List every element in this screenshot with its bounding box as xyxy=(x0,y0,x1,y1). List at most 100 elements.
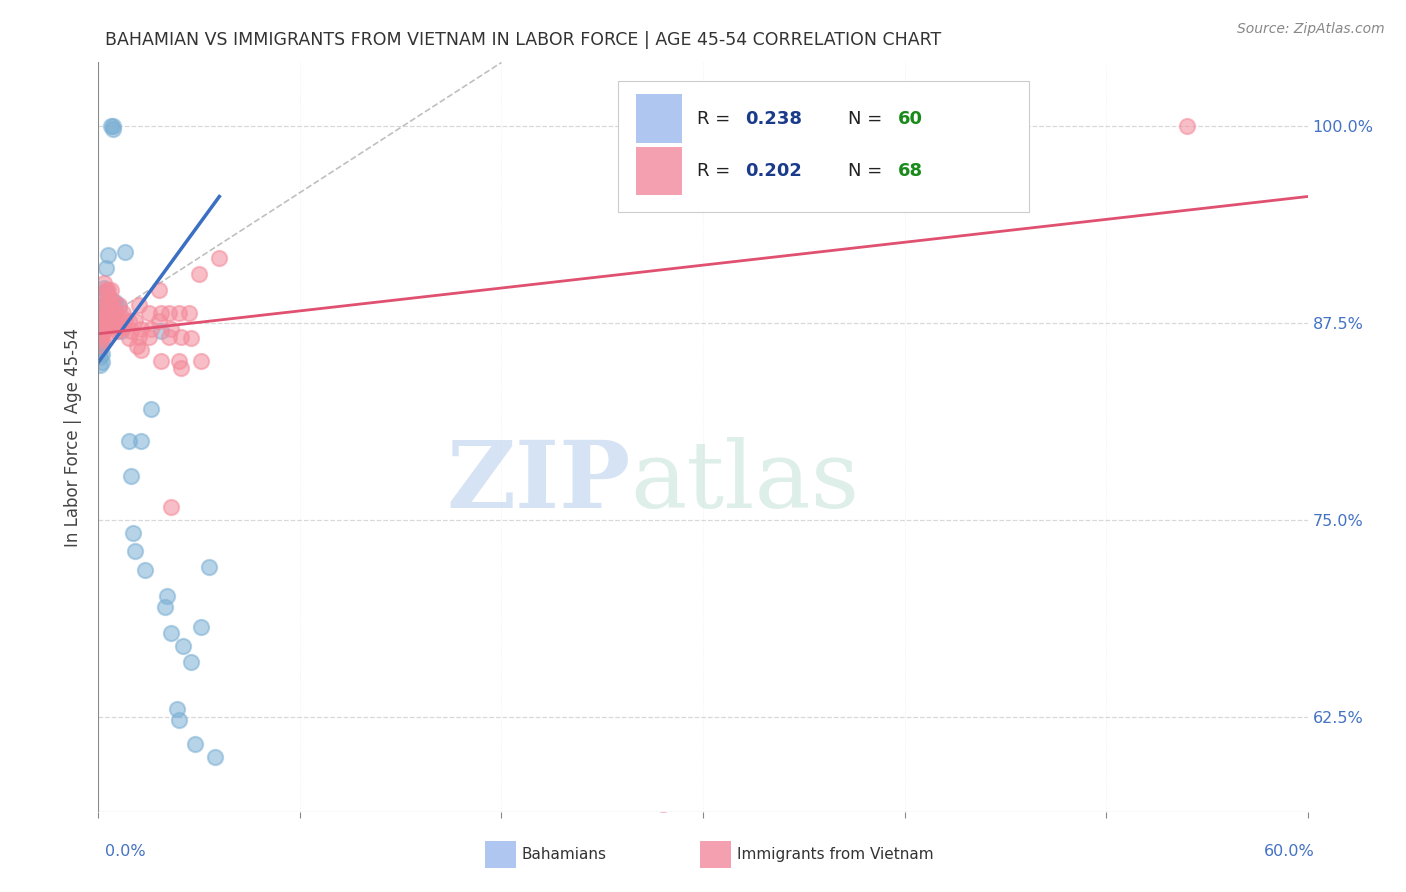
Point xyxy=(93,287,115,301)
Point xyxy=(170,330,193,344)
Point xyxy=(167,713,190,727)
Bar xyxy=(637,95,682,143)
Point xyxy=(111,320,134,334)
Point xyxy=(91,312,114,326)
Point xyxy=(184,737,207,751)
Point xyxy=(170,361,193,376)
Point xyxy=(107,300,129,314)
Point xyxy=(149,324,172,338)
Point xyxy=(134,563,156,577)
Point xyxy=(93,289,115,303)
Point xyxy=(93,324,115,338)
Point xyxy=(114,314,136,328)
Point xyxy=(93,300,115,314)
Point xyxy=(87,331,110,345)
Point xyxy=(148,283,170,297)
Point xyxy=(89,339,111,353)
Point xyxy=(89,338,111,352)
Text: 0.202: 0.202 xyxy=(745,162,803,180)
Point xyxy=(96,260,118,275)
Point xyxy=(89,343,111,357)
Point xyxy=(153,599,176,614)
Point xyxy=(96,316,118,330)
Point xyxy=(129,434,152,448)
Point xyxy=(91,316,114,330)
Point xyxy=(105,314,128,328)
Text: 0.238: 0.238 xyxy=(745,110,803,128)
Point xyxy=(91,338,114,352)
Point xyxy=(103,320,125,334)
Text: N =: N = xyxy=(848,162,889,180)
Y-axis label: In Labor Force | Age 45-54: In Labor Force | Age 45-54 xyxy=(65,327,83,547)
Point xyxy=(139,322,162,336)
Point xyxy=(190,620,212,634)
Text: Immigrants from Vietnam: Immigrants from Vietnam xyxy=(737,847,934,862)
Point xyxy=(198,560,221,574)
Point xyxy=(97,283,120,297)
Point xyxy=(148,314,170,328)
Point xyxy=(93,308,115,322)
Point xyxy=(101,295,124,310)
Point xyxy=(110,320,132,334)
Text: 0.0%: 0.0% xyxy=(105,845,146,859)
Point xyxy=(188,267,211,281)
Point xyxy=(172,639,194,653)
Point xyxy=(87,316,110,330)
Point xyxy=(129,322,152,336)
Point xyxy=(125,339,148,353)
Point xyxy=(124,314,146,328)
Point xyxy=(111,306,134,320)
Point xyxy=(138,306,160,320)
Point xyxy=(118,331,141,345)
Point xyxy=(89,304,111,318)
Point xyxy=(179,306,201,320)
Point xyxy=(149,306,172,320)
Point xyxy=(1175,119,1198,133)
Point xyxy=(128,298,150,312)
Text: R =: R = xyxy=(697,110,735,128)
Point xyxy=(124,544,146,558)
Point xyxy=(105,324,128,338)
Point xyxy=(157,306,180,320)
Point xyxy=(121,525,143,540)
Point xyxy=(167,353,190,368)
Point xyxy=(87,314,110,328)
Point xyxy=(100,292,122,306)
Text: BAHAMIAN VS IMMIGRANTS FROM VIETNAM IN LABOR FORCE | AGE 45-54 CORRELATION CHART: BAHAMIAN VS IMMIGRANTS FROM VIETNAM IN L… xyxy=(105,31,942,49)
Point xyxy=(96,320,118,334)
Point xyxy=(97,248,120,262)
Point xyxy=(101,119,124,133)
Text: Source: ZipAtlas.com: Source: ZipAtlas.com xyxy=(1237,22,1385,37)
Point xyxy=(149,353,172,368)
Point xyxy=(97,310,120,325)
Point xyxy=(208,251,231,265)
Point xyxy=(96,283,118,297)
Bar xyxy=(637,147,682,195)
Point xyxy=(87,310,110,325)
Point xyxy=(87,308,110,322)
Point xyxy=(157,330,180,344)
Point xyxy=(89,310,111,325)
Point xyxy=(97,298,120,312)
Point xyxy=(166,702,188,716)
Point xyxy=(93,277,115,291)
Point xyxy=(190,353,212,368)
Point xyxy=(114,244,136,259)
Point xyxy=(110,324,132,338)
Point xyxy=(128,330,150,344)
Point xyxy=(651,813,673,827)
Point xyxy=(96,284,118,298)
Point xyxy=(89,324,111,338)
Point xyxy=(91,316,114,330)
Point xyxy=(156,589,179,603)
Point xyxy=(138,330,160,344)
Point xyxy=(118,314,141,328)
Point xyxy=(89,324,111,338)
Point xyxy=(96,295,118,310)
Point xyxy=(120,324,142,338)
Text: N =: N = xyxy=(848,110,889,128)
Point xyxy=(118,434,141,448)
Point xyxy=(91,304,114,318)
Point xyxy=(167,306,190,320)
Text: atlas: atlas xyxy=(630,437,859,527)
